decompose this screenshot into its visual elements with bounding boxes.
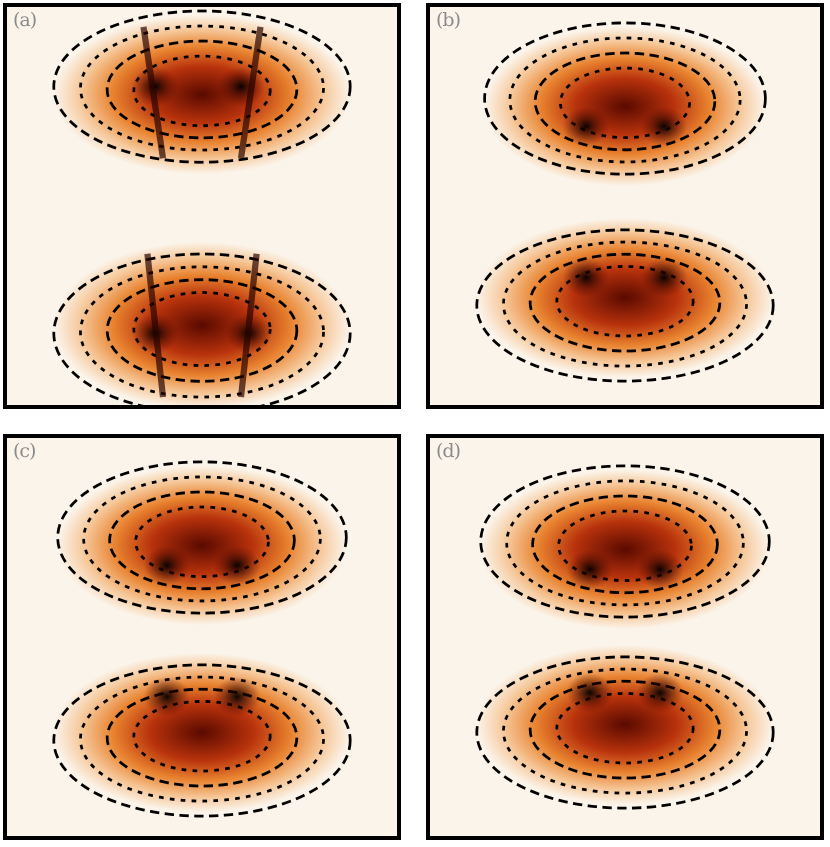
density-peak bbox=[217, 66, 265, 107]
contour-line bbox=[508, 36, 742, 164]
density-peak bbox=[562, 257, 610, 298]
dark-streak bbox=[237, 26, 264, 159]
density-panel-a: (a) bbox=[3, 3, 401, 409]
dark-streak bbox=[144, 253, 167, 398]
density-peak bbox=[143, 676, 191, 717]
panel-label-a: (a) bbox=[13, 9, 37, 31]
dark-streak bbox=[140, 26, 167, 159]
contour-line bbox=[475, 228, 775, 383]
panel-label-d: (d) bbox=[436, 440, 461, 462]
contour-line bbox=[52, 663, 352, 818]
density-lobe bbox=[476, 217, 774, 378]
density-lobe bbox=[53, 652, 351, 813]
panel-label-b: (b) bbox=[436, 9, 461, 31]
contour-line bbox=[134, 505, 270, 578]
contour-line bbox=[82, 475, 322, 603]
contour-line bbox=[502, 667, 748, 795]
density-lobe bbox=[480, 469, 770, 630]
density-lobe bbox=[484, 26, 766, 187]
density-panel-d: (d) bbox=[426, 434, 824, 840]
density-peak bbox=[636, 672, 684, 713]
density-peak bbox=[566, 549, 614, 590]
contour-line bbox=[555, 265, 695, 338]
density-peak bbox=[143, 545, 191, 586]
density-map-d bbox=[475, 464, 775, 810]
contour-line bbox=[105, 278, 299, 383]
contour-line bbox=[528, 252, 722, 353]
density-lobe bbox=[53, 14, 351, 175]
density-peak bbox=[636, 549, 684, 590]
density-peak bbox=[566, 672, 614, 713]
density-peak bbox=[640, 106, 688, 147]
density-lobe bbox=[476, 644, 774, 805]
density-panel-b: (b) bbox=[426, 3, 824, 409]
density-map-a bbox=[52, 9, 352, 405]
contour-line bbox=[52, 252, 352, 405]
contour-line bbox=[108, 490, 296, 591]
density-map-c bbox=[52, 460, 352, 818]
panel-label-c: (c) bbox=[13, 440, 36, 462]
contour-line bbox=[79, 24, 325, 152]
contour-line bbox=[555, 692, 695, 765]
contour-line bbox=[528, 679, 722, 780]
density-peak bbox=[562, 106, 610, 147]
contour-line bbox=[479, 464, 771, 619]
density-panel-c: (c) bbox=[3, 434, 401, 840]
dark-streak bbox=[237, 253, 260, 398]
density-peak bbox=[213, 676, 261, 717]
contour-line bbox=[502, 240, 748, 368]
density-lobe bbox=[53, 241, 351, 405]
contour-line bbox=[531, 494, 719, 595]
contour-line bbox=[132, 700, 272, 773]
density-lobe bbox=[57, 465, 347, 626]
density-peak bbox=[640, 257, 688, 298]
contour-line bbox=[533, 51, 717, 152]
contour-line bbox=[475, 655, 775, 810]
contour-line bbox=[559, 66, 691, 140]
density-peak bbox=[213, 545, 261, 586]
contour-line bbox=[56, 460, 348, 615]
contour-line bbox=[483, 21, 767, 176]
density-map-b bbox=[475, 21, 775, 383]
contour-line bbox=[105, 39, 299, 140]
contour-line bbox=[52, 9, 352, 164]
